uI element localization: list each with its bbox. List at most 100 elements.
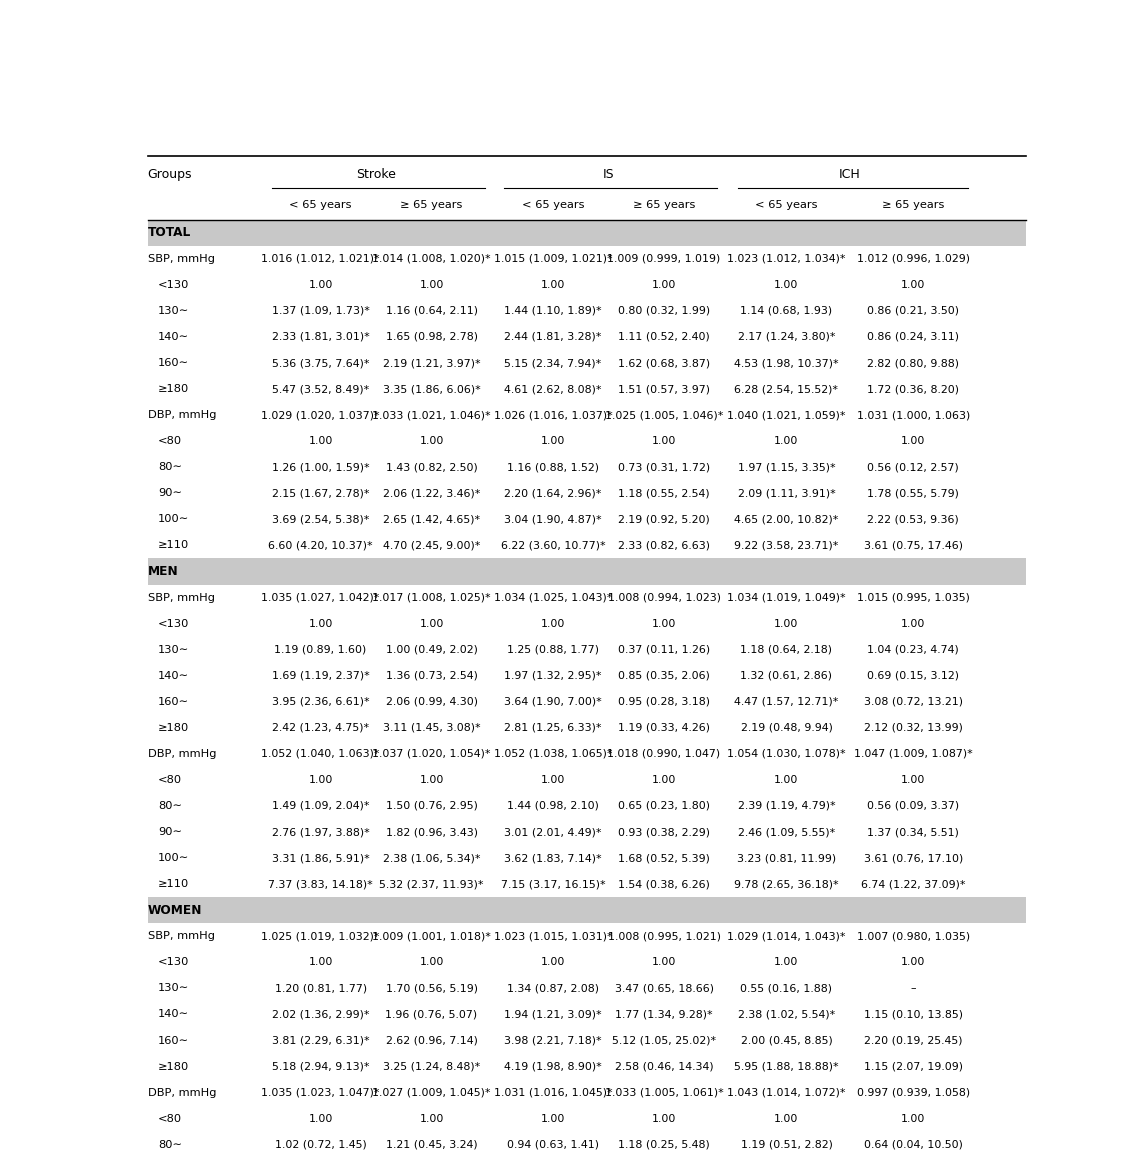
Text: –: – — [910, 983, 916, 993]
Bar — [148, 897, 1026, 923]
Text: 1.00: 1.00 — [540, 775, 566, 785]
Text: <130: <130 — [158, 957, 190, 968]
Text: ≥ 65 years: ≥ 65 years — [882, 201, 945, 210]
Text: 0.94 (0.63, 1.41): 0.94 (0.63, 1.41) — [507, 1140, 599, 1149]
Text: 4.61 (2.62, 8.08)*: 4.61 (2.62, 8.08)* — [504, 385, 602, 394]
Text: 1.19 (0.33, 4.26): 1.19 (0.33, 4.26) — [618, 723, 710, 732]
Text: 1.034 (1.025, 1.043)*: 1.034 (1.025, 1.043)* — [493, 593, 613, 603]
Text: 5.47 (3.52, 8.49)*: 5.47 (3.52, 8.49)* — [273, 385, 369, 394]
Text: 1.015 (0.995, 1.035): 1.015 (0.995, 1.035) — [856, 593, 970, 603]
Text: 1.035 (1.023, 1.047)*: 1.035 (1.023, 1.047)* — [261, 1088, 380, 1097]
Text: 1.00: 1.00 — [774, 1113, 799, 1124]
Text: 3.01 (2.01, 4.49)*: 3.01 (2.01, 4.49)* — [504, 827, 602, 837]
Text: 1.00: 1.00 — [901, 957, 925, 968]
Text: < 65 years: < 65 years — [756, 201, 818, 210]
Text: 1.008 (0.995, 1.021): 1.008 (0.995, 1.021) — [608, 931, 720, 941]
Text: 0.56 (0.12, 2.57): 0.56 (0.12, 2.57) — [868, 462, 960, 472]
Text: 1.21 (0.45, 3.24): 1.21 (0.45, 3.24) — [386, 1140, 477, 1149]
Text: 2.62 (0.96, 7.14): 2.62 (0.96, 7.14) — [386, 1036, 477, 1045]
Text: 1.027 (1.009, 1.045)*: 1.027 (1.009, 1.045)* — [372, 1088, 491, 1097]
Text: 0.85 (0.35, 2.06): 0.85 (0.35, 2.06) — [618, 671, 710, 680]
Text: 1.033 (1.021, 1.046)*: 1.033 (1.021, 1.046)* — [372, 410, 491, 420]
Text: 1.00: 1.00 — [901, 437, 925, 446]
Text: 4.53 (1.98, 10.37)*: 4.53 (1.98, 10.37)* — [734, 358, 839, 368]
Text: 2.44 (1.81, 3.28)*: 2.44 (1.81, 3.28)* — [505, 331, 602, 342]
Text: 0.73 (0.31, 1.72): 0.73 (0.31, 1.72) — [618, 462, 710, 472]
Text: SBP, mmHg: SBP, mmHg — [148, 593, 214, 603]
Text: 9.22 (3.58, 23.71)*: 9.22 (3.58, 23.71)* — [734, 541, 838, 551]
Text: 3.61 (0.75, 17.46): 3.61 (0.75, 17.46) — [863, 541, 963, 551]
Text: 1.012 (0.996, 1.029): 1.012 (0.996, 1.029) — [856, 254, 970, 263]
Text: 1.034 (1.019, 1.049)*: 1.034 (1.019, 1.049)* — [727, 593, 846, 603]
Text: 1.00: 1.00 — [652, 437, 677, 446]
Text: DBP, mmHg: DBP, mmHg — [148, 1088, 216, 1097]
Text: 1.023 (1.012, 1.034)*: 1.023 (1.012, 1.034)* — [727, 254, 846, 263]
Text: 1.00: 1.00 — [419, 957, 444, 968]
Bar — [148, 219, 1026, 246]
Text: <130: <130 — [158, 619, 190, 628]
Text: 1.031 (1.016, 1.045)*: 1.031 (1.016, 1.045)* — [493, 1088, 613, 1097]
Text: 3.31 (1.86, 5.91)*: 3.31 (1.86, 5.91)* — [271, 854, 370, 863]
Text: 1.00: 1.00 — [652, 775, 677, 785]
Text: ≥180: ≥180 — [158, 723, 189, 732]
Text: 4.19 (1.98, 8.90)*: 4.19 (1.98, 8.90)* — [504, 1061, 602, 1072]
Text: 1.19 (0.89, 1.60): 1.19 (0.89, 1.60) — [275, 644, 366, 655]
Text: 1.007 (0.980, 1.035): 1.007 (0.980, 1.035) — [856, 931, 970, 941]
Text: < 65 years: < 65 years — [290, 201, 352, 210]
Text: 1.025 (1.005, 1.046)*: 1.025 (1.005, 1.046)* — [605, 410, 724, 420]
Text: 2.46 (1.09, 5.55)*: 2.46 (1.09, 5.55)* — [737, 827, 835, 837]
Text: 2.20 (1.64, 2.96)*: 2.20 (1.64, 2.96)* — [505, 489, 602, 498]
Text: MEN: MEN — [148, 565, 179, 578]
Text: 1.00: 1.00 — [540, 957, 566, 968]
Text: SBP, mmHg: SBP, mmHg — [148, 254, 214, 263]
Text: 3.25 (1.24, 8.48)*: 3.25 (1.24, 8.48)* — [382, 1061, 480, 1072]
Text: 1.19 (0.51, 2.82): 1.19 (0.51, 2.82) — [741, 1140, 832, 1149]
Text: 1.00: 1.00 — [774, 957, 799, 968]
Text: 4.47 (1.57, 12.71)*: 4.47 (1.57, 12.71)* — [734, 696, 838, 707]
Text: IS: IS — [602, 169, 615, 181]
Text: 1.052 (1.038, 1.065)*: 1.052 (1.038, 1.065)* — [493, 748, 613, 759]
Text: 4.70 (2.45, 9.00)*: 4.70 (2.45, 9.00)* — [382, 541, 480, 551]
Text: 1.00: 1.00 — [652, 1113, 677, 1124]
Text: ≥110: ≥110 — [158, 879, 189, 889]
Text: ≥ 65 years: ≥ 65 years — [633, 201, 695, 210]
Text: 2.39 (1.19, 4.79)*: 2.39 (1.19, 4.79)* — [737, 802, 836, 811]
Text: 2.12 (0.32, 13.99): 2.12 (0.32, 13.99) — [864, 723, 963, 732]
Text: 1.49 (1.09, 2.04)*: 1.49 (1.09, 2.04)* — [271, 802, 370, 811]
Text: 3.47 (0.65, 18.66): 3.47 (0.65, 18.66) — [615, 983, 713, 993]
Text: 1.052 (1.040, 1.063)*: 1.052 (1.040, 1.063)* — [261, 748, 380, 759]
Text: 0.56 (0.09, 3.37): 0.56 (0.09, 3.37) — [867, 802, 960, 811]
Text: TOTAL: TOTAL — [148, 226, 191, 239]
Text: 3.62 (1.83, 7.14)*: 3.62 (1.83, 7.14)* — [504, 854, 602, 863]
Text: 1.26 (1.00, 1.59)*: 1.26 (1.00, 1.59)* — [271, 462, 370, 472]
Text: 2.33 (1.81, 3.01)*: 2.33 (1.81, 3.01)* — [271, 331, 370, 342]
Text: 0.86 (0.21, 3.50): 0.86 (0.21, 3.50) — [868, 306, 960, 316]
Text: 6.60 (4.20, 10.37)*: 6.60 (4.20, 10.37)* — [268, 541, 373, 551]
Text: 1.11 (0.52, 2.40): 1.11 (0.52, 2.40) — [618, 331, 710, 342]
Text: 1.00: 1.00 — [308, 775, 333, 785]
Text: 9.78 (2.65, 36.18)*: 9.78 (2.65, 36.18)* — [734, 879, 839, 889]
Text: 1.69 (1.19, 2.37)*: 1.69 (1.19, 2.37)* — [271, 671, 370, 680]
Text: 1.04 (0.23, 4.74): 1.04 (0.23, 4.74) — [868, 644, 960, 655]
Text: DBP, mmHg: DBP, mmHg — [148, 748, 216, 759]
Text: 1.00: 1.00 — [774, 437, 799, 446]
Text: 1.68 (0.52, 5.39): 1.68 (0.52, 5.39) — [618, 854, 710, 863]
Text: 1.00: 1.00 — [419, 437, 444, 446]
Text: 1.047 (1.009, 1.087)*: 1.047 (1.009, 1.087)* — [854, 748, 973, 759]
Text: 1.00: 1.00 — [540, 1113, 566, 1124]
Text: 3.95 (2.36, 6.61)*: 3.95 (2.36, 6.61)* — [271, 696, 370, 707]
Text: 0.93 (0.38, 2.29): 0.93 (0.38, 2.29) — [618, 827, 710, 837]
Text: 1.25 (0.88, 1.77): 1.25 (0.88, 1.77) — [507, 644, 599, 655]
Text: 2.02 (1.36, 2.99)*: 2.02 (1.36, 2.99)* — [271, 1009, 370, 1020]
Text: 1.00: 1.00 — [540, 437, 566, 446]
Text: 7.15 (3.17, 16.15)*: 7.15 (3.17, 16.15)* — [500, 879, 606, 889]
Text: 1.017 (1.008, 1.025)*: 1.017 (1.008, 1.025)* — [372, 593, 491, 603]
Text: 1.00: 1.00 — [308, 280, 333, 290]
Text: 0.80 (0.32, 1.99): 0.80 (0.32, 1.99) — [618, 306, 710, 316]
Text: 1.97 (1.32, 2.95)*: 1.97 (1.32, 2.95)* — [504, 671, 602, 680]
Text: 5.95 (1.88, 18.88)*: 5.95 (1.88, 18.88)* — [734, 1061, 839, 1072]
Text: WOMEN: WOMEN — [148, 903, 202, 917]
Text: 2.19 (1.21, 3.97)*: 2.19 (1.21, 3.97)* — [382, 358, 481, 368]
Text: 1.00: 1.00 — [540, 619, 566, 628]
Text: 90∼: 90∼ — [158, 827, 182, 837]
